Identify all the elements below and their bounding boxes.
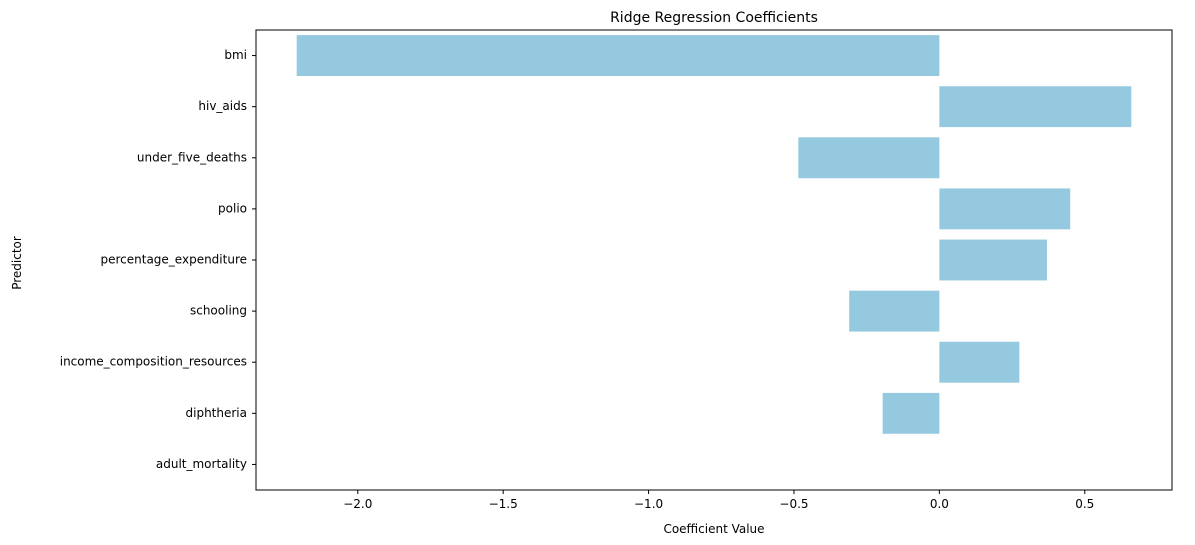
bar-diphtheria — [882, 392, 940, 434]
x-tick-label: −1.5 — [489, 497, 518, 511]
chart-title: Ridge Regression Coefficients — [610, 10, 818, 26]
bar-bmi — [296, 35, 940, 76]
x-tick-label: 0.5 — [1075, 497, 1094, 511]
y-tick-label: bmi — [224, 48, 247, 62]
x-tick-label: −2.0 — [343, 497, 372, 511]
bar-hiv-aids — [939, 86, 1132, 128]
bar-percentage-expenditure — [939, 239, 1047, 281]
plot-frame — [255, 29, 1173, 491]
y-tick-label: income_composition_resources — [60, 355, 247, 369]
bar-income-composition-resources — [939, 341, 1020, 383]
y-tick-label: percentage_expenditure — [100, 253, 247, 267]
y-tick-label: adult_mortality — [156, 457, 247, 471]
y-axis-title: Predictor — [10, 236, 24, 290]
y-tick-label: hiv_aids — [198, 99, 247, 113]
x-tick-label: −0.5 — [779, 497, 808, 511]
x-ticks-group: −2.0 −1.5 −1.0 −0.5 0.0 0.5 — [343, 490, 1094, 511]
bar-under-five-deaths — [798, 137, 940, 179]
bar-schooling — [849, 290, 940, 332]
y-tick-label: polio — [218, 201, 247, 215]
x-tick-label: −1.0 — [634, 497, 663, 511]
bars-group — [296, 35, 1132, 434]
x-tick-label: 0.0 — [930, 497, 949, 511]
y-tick-label: under_five_deaths — [137, 150, 247, 164]
bar-polio — [939, 188, 1071, 230]
x-axis-title: Coefficient Value — [663, 522, 764, 536]
y-tick-label: diphtheria — [186, 406, 248, 420]
y-tick-label: schooling — [190, 304, 247, 318]
